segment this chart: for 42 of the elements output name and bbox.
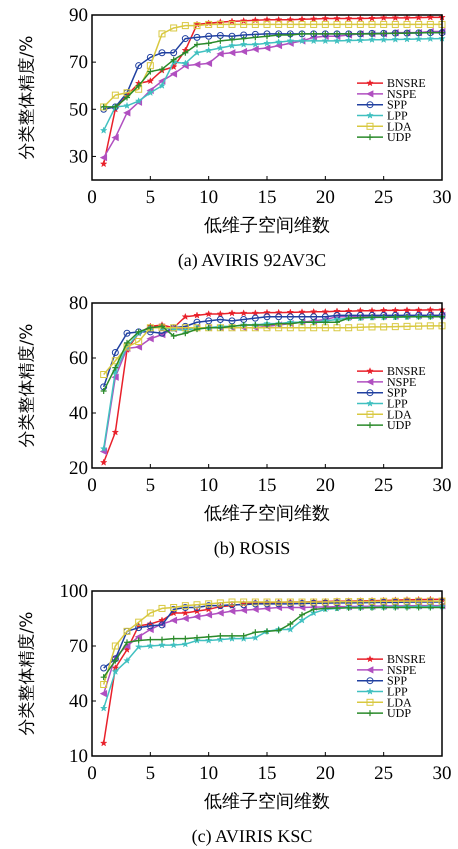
x-tick-label: 30 (432, 187, 452, 208)
x-tick-label: 20 (316, 475, 335, 496)
x-tick-label: 5 (146, 187, 156, 208)
x-tick-label: 0 (87, 187, 97, 208)
y-tick-label: 30 (69, 146, 88, 168)
y-axis-title: 分类整体精度/% (17, 36, 37, 160)
x-tick-label: 25 (374, 187, 394, 208)
x-tick-label: 15 (258, 475, 276, 496)
y-tick-label: 60 (69, 348, 88, 369)
text: (c) AVIRIS KSC (192, 826, 312, 846)
text: (b) ROSIS (214, 538, 290, 558)
y-tick-label: 40 (69, 403, 88, 424)
x-axis-title: 低维子空间维数 (204, 791, 330, 812)
text: (a) AVIRIS 92AV3C (178, 250, 326, 270)
x-tick-label: 25 (374, 475, 394, 496)
x-tick-label: 25 (374, 763, 394, 784)
x-tick-label: 10 (199, 763, 218, 784)
x-tick-label: 15 (258, 187, 276, 208)
y-axis-title: 分类整体精度/% (17, 612, 37, 736)
y-tick-label: 70 (69, 636, 88, 657)
y-tick-label: 20 (69, 458, 88, 479)
y-tick-label: 10 (69, 746, 88, 767)
y-tick-label: 100 (60, 581, 88, 602)
y-tick-label: 70 (69, 52, 88, 74)
x-tick-label: 20 (316, 187, 335, 208)
x-tick-label: 20 (316, 763, 335, 784)
x-tick-label: 30 (432, 763, 452, 784)
y-tick-label: 80 (69, 293, 88, 314)
x-tick-label: 0 (87, 475, 97, 496)
x-tick-label: 10 (199, 475, 218, 496)
y-tick-label: 40 (69, 691, 88, 712)
x-tick-label: 5 (146, 763, 156, 784)
x-tick-label: 30 (432, 475, 452, 496)
y-tick-label: 50 (69, 99, 88, 120)
x-tick-label: 0 (87, 763, 97, 784)
x-tick-label: 15 (258, 763, 276, 784)
x-tick-label: 10 (199, 187, 218, 208)
x-tick-label: 5 (146, 475, 156, 496)
y-axis-title: 分类整体精度/% (17, 324, 37, 448)
x-axis-title: 低维子空间维数 (204, 503, 330, 524)
y-tick-label: 90 (69, 5, 88, 26)
x-axis-title: 低维子空间维数 (204, 215, 330, 236)
